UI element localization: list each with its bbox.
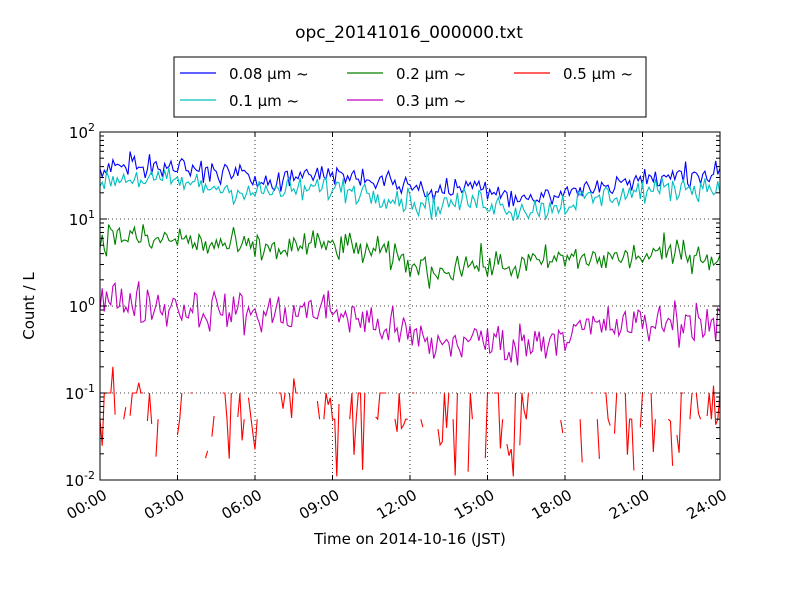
legend-entry: 0.08 μm ~	[180, 65, 309, 83]
axis-ticks	[99, 131, 721, 481]
y-tick-label: 10-2	[65, 469, 95, 490]
series-line	[100, 167, 720, 221]
legend-label: 0.2 μm ~	[396, 65, 466, 83]
y-tick-label: 101	[69, 208, 95, 229]
legend-label: 0.1 μm ~	[229, 92, 299, 110]
y-tick-label: 10-1	[65, 382, 95, 403]
y-axis-label: Count / L	[20, 272, 38, 340]
series-path	[100, 151, 720, 208]
series-lines	[100, 151, 720, 477]
legend: 0.08 μm ~ 0.1 μm ~ 0.2 μm ~ 0.3 μm ~ 0.5 μm …	[173, 56, 647, 118]
series-path	[100, 366, 720, 477]
series-path	[100, 167, 720, 221]
series-line	[100, 366, 720, 477]
legend-label: 0.08 μm ~	[229, 65, 309, 83]
legend-entry: 0.2 μm ~	[347, 65, 466, 83]
legend-entry: 0.3 μm ~	[347, 92, 466, 110]
legend-entry: 0.1 μm ~	[180, 92, 299, 110]
legend-entry: 0.5 μm ~	[514, 65, 633, 83]
y-tick-label: 102	[69, 121, 95, 142]
series-path	[100, 224, 720, 289]
legend-box	[173, 56, 647, 118]
legend-label: 0.5 μm ~	[563, 65, 633, 83]
series-path	[100, 281, 720, 366]
y-tick-label: 100	[69, 295, 95, 316]
x-axis-label: Time on 2014-10-16 (JST)	[313, 530, 506, 548]
series-line	[100, 224, 720, 289]
y-tick-labels: 10-2 10-1 100 101 102	[65, 121, 95, 490]
series-line	[100, 281, 720, 366]
series-line	[100, 151, 720, 208]
legend-label: 0.3 μm ~	[396, 92, 466, 110]
chart-title: opc_20141016_000000.txt	[295, 23, 523, 43]
